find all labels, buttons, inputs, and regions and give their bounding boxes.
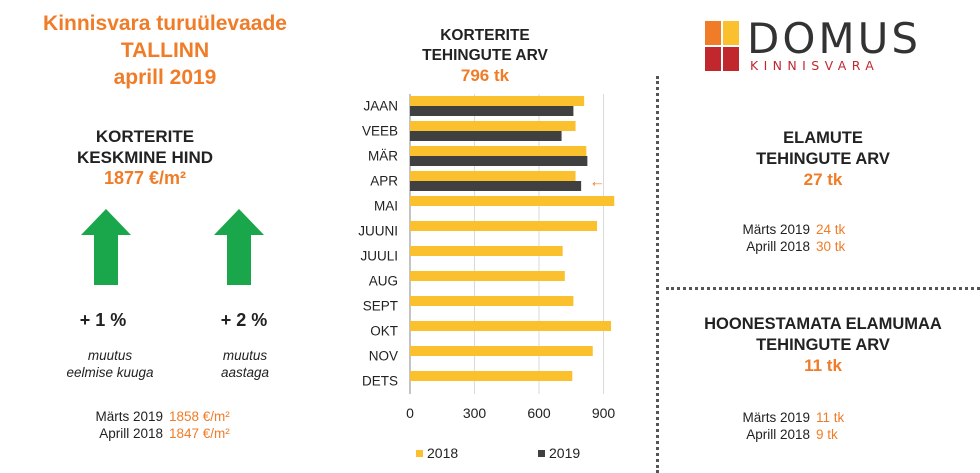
houses-title-line1: ELAMUTE — [783, 129, 863, 147]
category-label: DETS — [362, 374, 398, 389]
legend-swatch-2018 — [416, 450, 423, 457]
chart-header: KORTERITE TEHINGUTE ARV 796 tk — [390, 26, 580, 86]
bar-2019-jaan — [410, 106, 574, 116]
avg-price-title-line2: KESKMINE HIND — [76, 148, 213, 167]
bar-2018-apr — [410, 171, 576, 181]
avg-price-value: 1877 €/m² — [103, 168, 187, 188]
yearly-change-desc-line2: aastaga — [220, 365, 270, 380]
price-history-label: Aprill 2018 — [99, 426, 163, 441]
bar-2018-juuni — [410, 221, 598, 231]
houses-history-row: Märts 2019 24 tk — [690, 221, 845, 238]
price-history-value: 1858 €/m² — [169, 409, 230, 424]
logo-square-yellow — [723, 21, 739, 45]
houses-history-label: Märts 2019 — [742, 222, 810, 237]
logo-subtitle: KINNISVARA — [750, 58, 880, 73]
logo-wordmark: DOMUS — [747, 14, 922, 63]
price-history-value: 1847 €/m² — [169, 426, 230, 441]
yearly-change-desc-line1: muutus — [222, 348, 268, 363]
land-title-line2: TEHINGUTE ARV — [756, 336, 890, 354]
category-label: SEPT — [363, 299, 398, 314]
yearly-change-up-arrow-icon — [214, 209, 264, 285]
bar-2018-mär — [410, 146, 587, 156]
bar-2018-veeb — [410, 121, 576, 131]
apartment-transactions-chart: JAAN VEEB MÄR APR ← MAI JUUNI JUULI AUG SEPT OKT NO… — [358, 94, 616, 461]
houses-block: ELAMUTE TEHINGUTE ARV 27 tk — [666, 128, 980, 190]
category-label: NOV — [369, 349, 398, 364]
yearly-change-value: + 2 % — [220, 310, 268, 330]
land-history-value: 11 tk — [816, 410, 845, 425]
bar-2018-dets — [410, 371, 573, 381]
bar-2018-jaan — [410, 96, 585, 106]
legend-swatch-2019 — [538, 450, 545, 457]
monthly-change-desc-line2: eelmise kuuga — [66, 365, 154, 380]
logo-square-orange — [705, 21, 721, 45]
land-block: HOONESTAMATA ELAMUMAA TEHINGUTE ARV 11 t… — [666, 314, 980, 376]
report-title-line1: Kinnisvara turuülevaade — [43, 12, 287, 35]
category-label: AUG — [369, 274, 398, 289]
category-label: JUULI — [360, 249, 398, 264]
land-history-row: Märts 2019 11 tk — [690, 409, 844, 426]
legend-label-2019: 2019 — [549, 445, 580, 461]
houses-title-line2: TEHINGUTE ARV — [756, 150, 890, 168]
bar-2018-mai — [410, 196, 615, 206]
report-title-city: TALLINN — [120, 39, 210, 62]
land-value: 11 tk — [804, 356, 842, 375]
chart-title-line2: TEHINGUTE ARV — [422, 47, 548, 64]
bar-2018-juuli — [410, 246, 563, 256]
houses-history-value: 24 tk — [816, 222, 846, 237]
monthly-change-up-arrow-icon — [81, 209, 131, 285]
category-label: MAI — [374, 199, 398, 214]
vertical-divider — [656, 76, 659, 473]
bar-2019-apr — [410, 181, 582, 191]
price-history-row: Aprill 2018 1847 €/m² — [40, 425, 230, 442]
chart-total-value: 796 tk — [460, 66, 510, 85]
category-label: OKT — [370, 324, 398, 339]
houses-history-row: Aprill 2018 30 tk — [690, 238, 845, 255]
price-history-row: Märts 2019 1858 €/m² — [40, 408, 230, 425]
domus-logo: DOMUS KINNISVARA — [702, 18, 952, 78]
land-history-label: Aprill 2018 — [746, 427, 810, 442]
monthly-change-desc-line1: muutus — [87, 348, 133, 363]
highlight-arrow-icon: ← — [589, 174, 605, 191]
bar-2018-okt — [410, 321, 612, 331]
monthly-change-desc: muutus eelmise kuuga — [45, 347, 175, 381]
houses-value: 27 tk — [803, 170, 843, 189]
avg-price-block: KORTERITE KESKMINE HIND 1877 €/m² — [20, 126, 270, 189]
houses-history: Märts 2019 24 tk Aprill 2018 30 tk — [690, 221, 845, 255]
category-label: APR — [370, 174, 398, 189]
bar-2019-veeb — [410, 131, 562, 141]
land-history-row: Aprill 2018 9 tk — [690, 426, 844, 443]
legend-label-2018: 2018 — [427, 445, 458, 461]
logo-square-red — [705, 47, 721, 71]
monthly-change-value: + 1 % — [79, 310, 127, 330]
category-label: JAAN — [363, 99, 398, 114]
price-history: Märts 2019 1858 €/m² Aprill 2018 1847 €/m² — [40, 408, 230, 442]
x-tick-label: 0 — [406, 405, 414, 421]
houses-history-value: 30 tk — [816, 239, 846, 254]
report-title: Kinnisvara turuülevaade TALLINN aprill 2… — [0, 10, 330, 91]
logo-square-red-2 — [723, 47, 739, 71]
x-tick-label: 900 — [592, 405, 616, 421]
land-history-label: Märts 2019 — [742, 410, 810, 425]
chart-title-line1: KORTERITE — [440, 27, 530, 44]
price-history-label: Märts 2019 — [95, 409, 163, 424]
bar-2019-mär — [410, 156, 588, 166]
bar-2018-sept — [410, 296, 574, 306]
report-title-period: aprill 2019 — [113, 66, 217, 89]
land-title-line1: HOONESTAMATA ELAMUMAA — [704, 315, 942, 333]
land-history-value: 9 tk — [816, 427, 838, 442]
bar-2018-aug — [410, 271, 565, 281]
avg-price-title-line1: KORTERITE — [95, 127, 195, 146]
bar-2018-nov — [410, 346, 593, 356]
houses-history-label: Aprill 2018 — [746, 239, 810, 254]
category-label: MÄR — [368, 149, 398, 164]
category-label: VEEB — [362, 124, 398, 139]
land-history: Märts 2019 11 tk Aprill 2018 9 tk — [690, 409, 844, 443]
x-tick-label: 300 — [463, 405, 487, 421]
yearly-change-desc: muutus aastaga — [180, 347, 310, 381]
category-label: JUUNI — [358, 224, 398, 239]
horizontal-divider — [666, 287, 980, 290]
x-tick-label: 600 — [527, 405, 551, 421]
